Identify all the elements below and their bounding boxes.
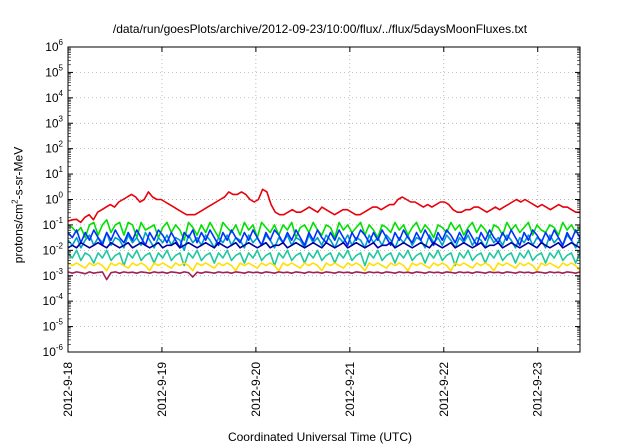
y-tick-exponent: 4 bbox=[59, 89, 64, 98]
y-label-sup: 2 bbox=[10, 199, 20, 204]
y-tick-exponent: -1 bbox=[56, 216, 64, 225]
y-tick-label: 10-3 bbox=[43, 267, 64, 283]
y-tick-base: 10 bbox=[45, 193, 59, 207]
y-tick-label: 100 bbox=[45, 191, 63, 207]
x-tick-layer: 2012-9-18 2012-9-19 2012-9-20 2012-9-21 2012… bbox=[61, 47, 545, 417]
y-tick-exponent: 2 bbox=[59, 140, 64, 149]
y-tick-base: 10 bbox=[45, 167, 59, 181]
y-tick-label: 10-4 bbox=[43, 292, 64, 308]
y-tick-label: 101 bbox=[45, 165, 63, 181]
y-tick-base: 10 bbox=[43, 345, 57, 359]
y-tick-label: 10-1 bbox=[43, 216, 64, 232]
y-tick-exponent: 0 bbox=[59, 191, 64, 200]
series-line-1 bbox=[67, 188, 580, 224]
y-tick-label: 106 bbox=[45, 38, 63, 54]
series-layer bbox=[67, 188, 581, 281]
x-tick-label: 2012-9-18 bbox=[61, 362, 75, 417]
x-tick-label: 2012-9-22 bbox=[437, 362, 451, 417]
chart-title: /data/run/goesPlots/archive/2012-09-23/1… bbox=[112, 22, 528, 36]
y-tick-base: 10 bbox=[45, 91, 59, 105]
y-tick-exponent: 1 bbox=[59, 165, 64, 174]
y-tick-base: 10 bbox=[45, 116, 59, 130]
y-tick-exponent: -5 bbox=[56, 318, 64, 327]
series-line-8 bbox=[67, 271, 581, 281]
y-tick-base: 10 bbox=[45, 142, 59, 156]
y-label-suffix: -s-sr-MeV bbox=[11, 146, 26, 200]
y-tick-label: 104 bbox=[45, 89, 63, 105]
y-tick-exponent: -2 bbox=[56, 241, 64, 250]
y-tick-exponent: -3 bbox=[56, 267, 64, 276]
y-tick-label: 10-6 bbox=[43, 343, 64, 359]
y-tick-base: 10 bbox=[43, 320, 57, 334]
y-tick-base: 10 bbox=[43, 294, 57, 308]
y-tick-base: 10 bbox=[45, 65, 59, 79]
series-line-5 bbox=[67, 241, 581, 249]
y-tick-exponent: 5 bbox=[59, 63, 64, 72]
y-tick-exponent: -6 bbox=[56, 343, 64, 352]
series-line-7 bbox=[67, 262, 581, 272]
y-tick-base: 10 bbox=[43, 269, 57, 283]
y-tick-exponent: 6 bbox=[59, 38, 64, 47]
y-tick-label: 102 bbox=[45, 140, 63, 156]
y-tick-label: 10-5 bbox=[43, 318, 64, 334]
x-axis-label: Coordinated Universal Time (UTC) bbox=[227, 430, 413, 444]
y-tick-exponent: 3 bbox=[59, 114, 64, 123]
series-line-4 bbox=[67, 229, 581, 249]
y-tick-base: 10 bbox=[43, 243, 57, 257]
x-tick-label: 2012-9-21 bbox=[343, 362, 357, 417]
x-tick-label: 2012-9-20 bbox=[249, 362, 263, 417]
y-tick-label: 103 bbox=[45, 114, 63, 130]
y-tick-layer: 10610510410310210110010-110-210-310-410-… bbox=[43, 38, 580, 359]
y-tick-label: 105 bbox=[45, 63, 63, 79]
y-tick-base: 10 bbox=[45, 40, 59, 54]
x-tick-label: 2012-9-23 bbox=[531, 362, 545, 417]
series-line-6 bbox=[67, 249, 581, 267]
y-tick-base: 10 bbox=[43, 218, 57, 232]
y-tick-exponent: -4 bbox=[56, 292, 64, 301]
y-label-prefix: protons/cm bbox=[11, 203, 26, 264]
x-tick-label: 2012-9-19 bbox=[155, 362, 169, 417]
y-tick-label: 10-2 bbox=[43, 241, 64, 257]
series-line-2 bbox=[67, 219, 581, 241]
